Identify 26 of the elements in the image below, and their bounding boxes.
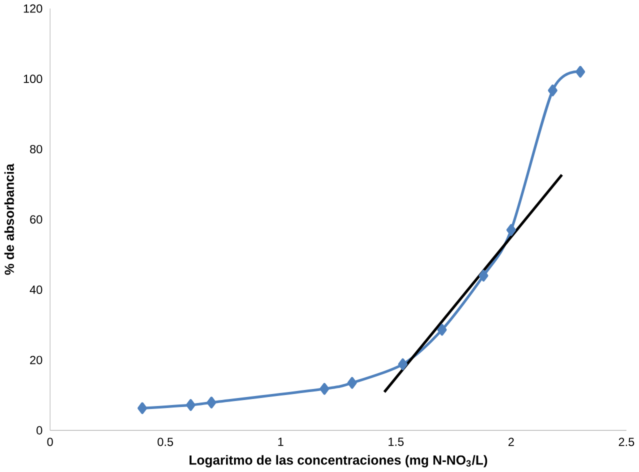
point (437, 324, 447, 336)
x-tick-label: 0.5 (158, 438, 174, 446)
point (478, 270, 488, 282)
point (398, 358, 408, 370)
x-tick-label: 0 (47, 438, 53, 446)
point (347, 377, 357, 389)
point (206, 396, 216, 409)
point (548, 84, 558, 96)
y-axis-title: % de absorbancia (4, 164, 14, 275)
x-tick-label: 2.5 (618, 438, 634, 446)
y-tick-label: 80 (30, 145, 42, 154)
x-tick-label: 2 (508, 438, 514, 446)
y-tick-label: 60 (30, 215, 42, 224)
y-tick-label: 40 (30, 286, 42, 294)
point (576, 66, 586, 78)
point (138, 402, 148, 414)
point (506, 224, 516, 236)
point (186, 399, 196, 412)
x-tick-label: 1.5 (388, 438, 404, 446)
x-tick-label: 1 (278, 438, 284, 446)
y-tick-label: 0 (36, 426, 42, 435)
x-axis-title: Logaritmo de las concentraciones (mg N-NO$_{3}$/L) (190, 455, 488, 468)
y-tick-label: 20 (30, 356, 42, 364)
y-tick-label: 100 (24, 74, 42, 84)
point (320, 383, 330, 395)
y-tick-label: 120 (24, 4, 42, 13)
